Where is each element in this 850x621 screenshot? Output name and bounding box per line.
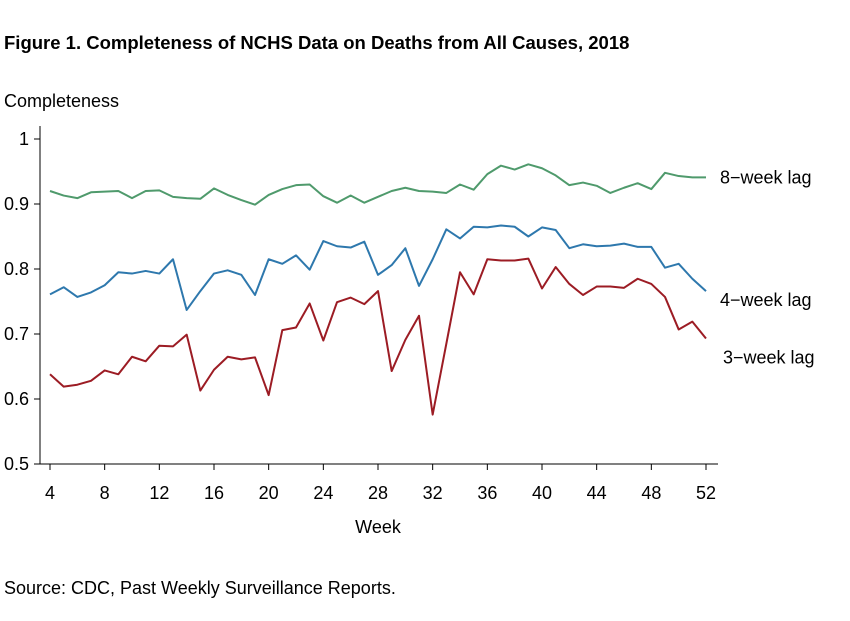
series-line-8-week-lag [49, 163, 706, 206]
x-tick-label: 16 [204, 483, 224, 503]
x-ticks: 4 8 12 16 20 24 28 32 36 40 44 48 52 [45, 464, 716, 503]
y-tick-label: 0.6 [4, 389, 29, 409]
x-tick-label: 32 [423, 483, 443, 503]
x-tick-label: 52 [696, 483, 716, 503]
y-tick-label: 1 [19, 129, 29, 149]
y-axis-label: Completeness [4, 91, 119, 111]
figure-title: Figure 1. Completeness of NCHS Data on D… [4, 32, 630, 53]
y-tick-label: 0.8 [4, 259, 29, 279]
x-tick-label: 8 [100, 483, 110, 503]
y-tick-label: 0.5 [4, 454, 29, 474]
x-tick-label: 24 [313, 483, 333, 503]
source-note: Source: CDC, Past Weekly Surveillance Re… [4, 578, 396, 598]
y-tick-label: 0.7 [4, 324, 29, 344]
x-tick-label: 12 [149, 483, 169, 503]
series-labels: 8−week lag 4−week lag 3−week lag [720, 167, 815, 367]
series-line-4-week-lag [49, 224, 707, 311]
x-tick-label: 40 [532, 483, 552, 503]
x-tick-label: 28 [368, 483, 388, 503]
series-label-3-week-lag: 3−week lag [723, 348, 815, 368]
x-tick-label: 44 [587, 483, 607, 503]
x-tick-label: 36 [477, 483, 497, 503]
y-ticks: 0.5 0.6 0.7 0.8 0.9 1 [4, 129, 40, 474]
series-label-8-week-lag: 8−week lag [720, 167, 812, 187]
x-tick-label: 20 [259, 483, 279, 503]
x-tick-label: 4 [45, 483, 55, 503]
y-tick-label: 0.9 [4, 194, 29, 214]
series-line-3-week-lag [49, 257, 707, 416]
series-label-4-week-lag: 4−week lag [720, 290, 812, 310]
x-tick-label: 48 [641, 483, 661, 503]
series-lines [49, 163, 707, 416]
x-axis-label: Week [355, 517, 402, 537]
